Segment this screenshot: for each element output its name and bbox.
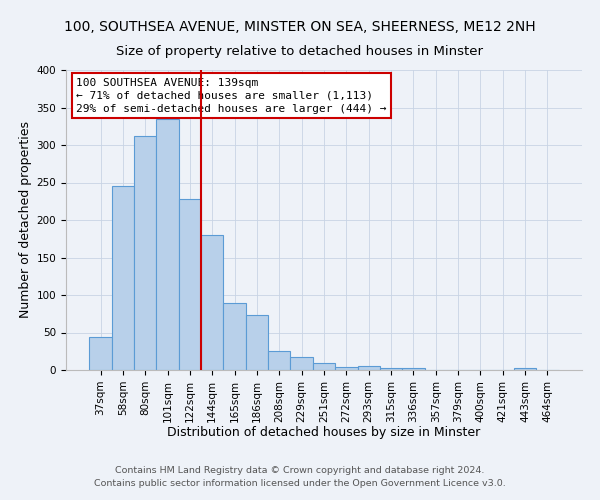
- Bar: [112, 186, 134, 370]
- Text: 100, SOUTHSEA AVENUE, MINSTER ON SEA, SHEERNESS, ME12 2NH: 100, SOUTHSEA AVENUE, MINSTER ON SEA, SH…: [64, 20, 536, 34]
- Text: 100 SOUTHSEA AVENUE: 139sqm
← 71% of detached houses are smaller (1,113)
29% of : 100 SOUTHSEA AVENUE: 139sqm ← 71% of det…: [76, 78, 387, 114]
- Bar: [335, 367, 358, 370]
- Bar: [246, 314, 268, 370]
- Bar: [201, 235, 223, 370]
- Bar: [179, 199, 201, 370]
- Bar: [268, 350, 290, 370]
- Bar: [290, 357, 313, 370]
- Text: Size of property relative to detached houses in Minster: Size of property relative to detached ho…: [116, 45, 484, 58]
- Bar: [402, 368, 425, 370]
- X-axis label: Distribution of detached houses by size in Minster: Distribution of detached houses by size …: [167, 426, 481, 439]
- Bar: [380, 368, 402, 370]
- Y-axis label: Number of detached properties: Number of detached properties: [19, 122, 32, 318]
- Bar: [358, 366, 380, 370]
- Bar: [134, 136, 157, 370]
- Text: Contains HM Land Registry data © Crown copyright and database right 2024.
Contai: Contains HM Land Registry data © Crown c…: [94, 466, 506, 487]
- Bar: [89, 337, 112, 370]
- Bar: [313, 362, 335, 370]
- Bar: [223, 302, 246, 370]
- Bar: [514, 368, 536, 370]
- Bar: [157, 118, 179, 370]
